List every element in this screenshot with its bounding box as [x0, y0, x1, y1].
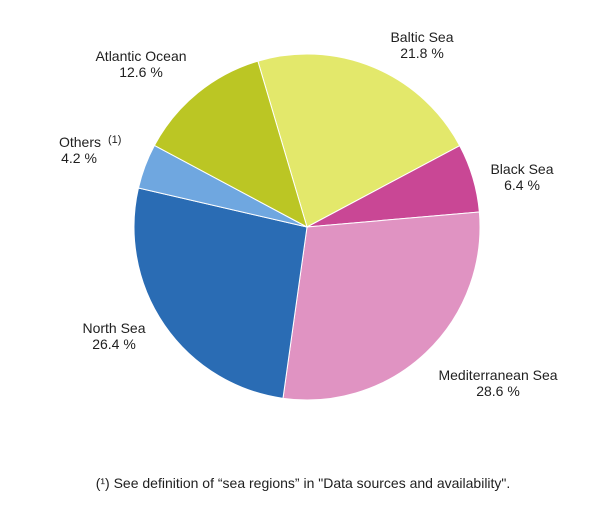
slice-label-superscript: (1) [108, 134, 121, 146]
slice-label-north-sea: North Sea [82, 320, 145, 336]
slice-value-mediterranean-sea: 28.6 % [476, 383, 520, 399]
slice-label-black-sea: Black Sea [490, 161, 553, 177]
slice-mediterranean-sea [282, 211, 481, 401]
pie-slices [133, 53, 481, 401]
slice-value-others: 4.2 % [61, 150, 97, 166]
slice-value-atlantic-ocean: 12.6 % [119, 64, 163, 80]
slice-north-sea [133, 187, 308, 399]
slice-value-baltic-sea: 21.8 % [400, 45, 444, 61]
slice-baltic-sea [257, 53, 461, 228]
slice-value-black-sea: 6.4 % [504, 177, 540, 193]
slice-label-others: Others [59, 134, 101, 150]
slice-value-north-sea: 26.4 % [92, 336, 136, 352]
slice-label-baltic-sea: Baltic Sea [390, 29, 453, 45]
slice-atlantic-ocean [153, 60, 308, 229]
slice-label-atlantic-ocean: Atlantic Ocean [95, 48, 186, 64]
footnote: (¹) See definition of “sea regions” in "… [95, 475, 511, 491]
slice-label-mediterranean-sea: Mediterranean Sea [438, 367, 557, 383]
